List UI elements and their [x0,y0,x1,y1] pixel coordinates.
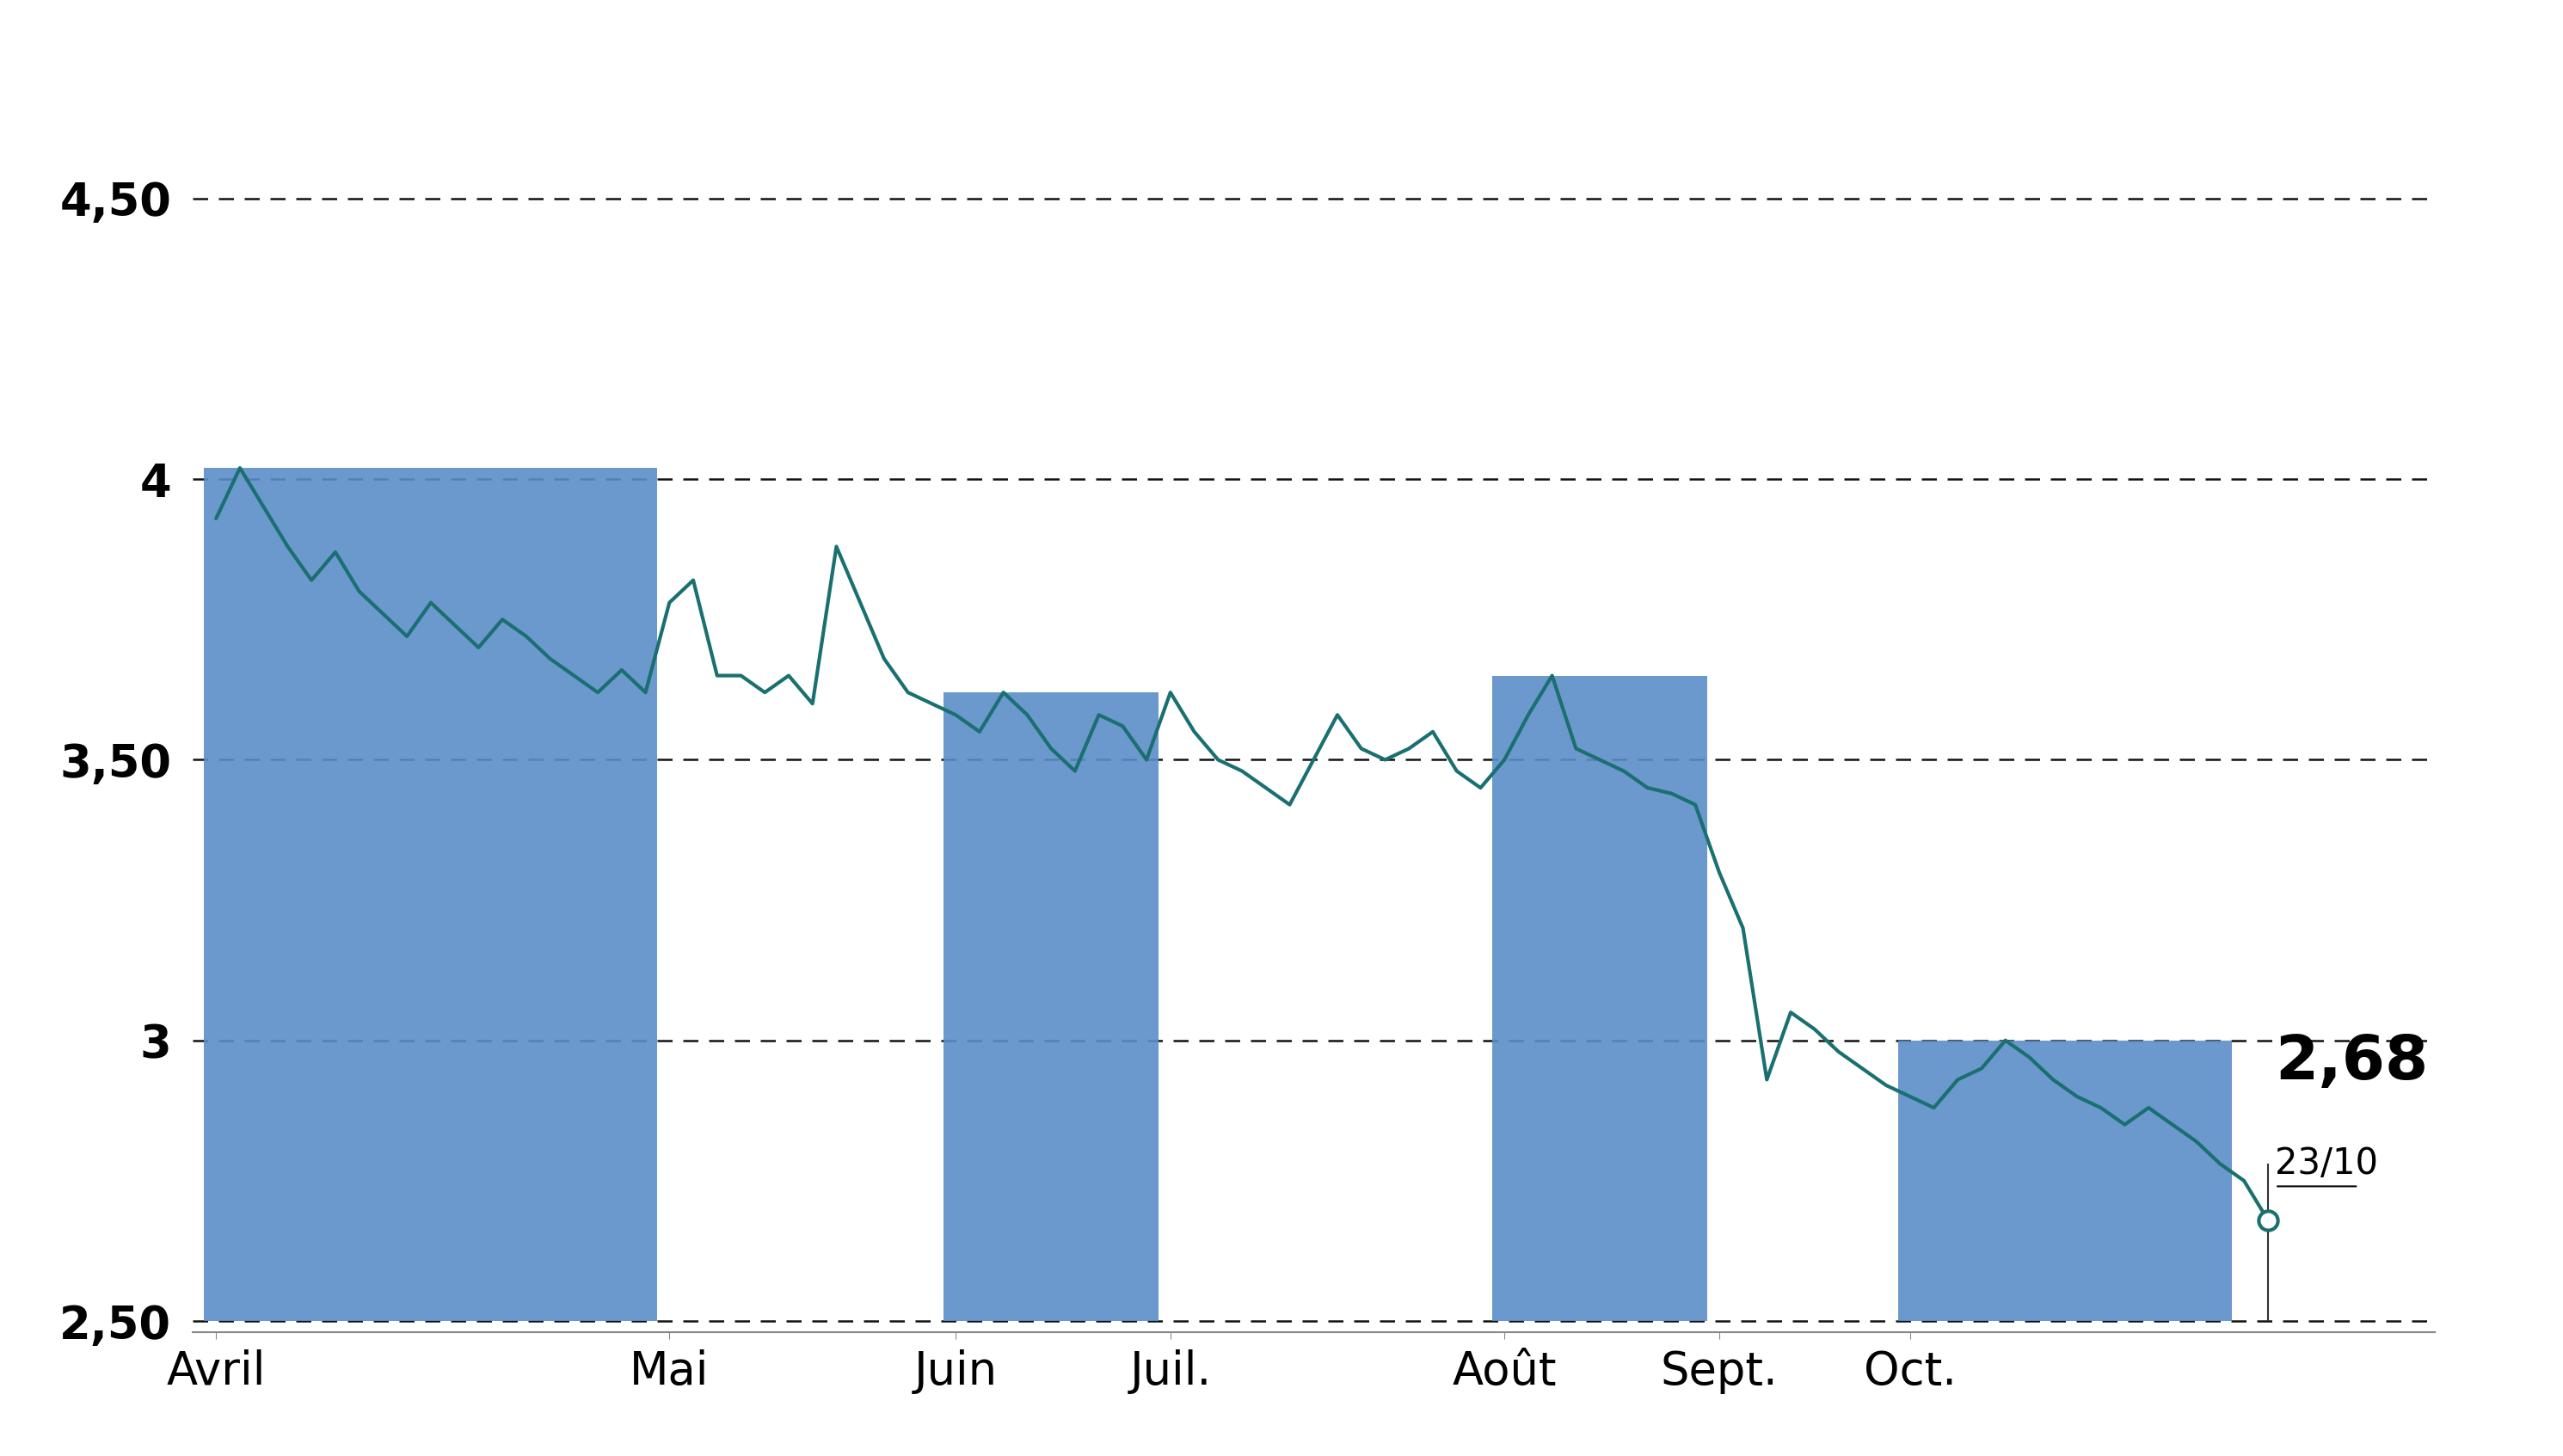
Bar [1492,676,1707,1321]
Bar [943,693,1158,1321]
Bar [205,467,659,1321]
Bar [1899,1041,2232,1321]
Text: 2,68: 2,68 [2276,1034,2427,1092]
Text: 23/10: 23/10 [2276,1146,2378,1182]
Text: InTiCa Systems SE: InTiCa Systems SE [784,19,1779,112]
